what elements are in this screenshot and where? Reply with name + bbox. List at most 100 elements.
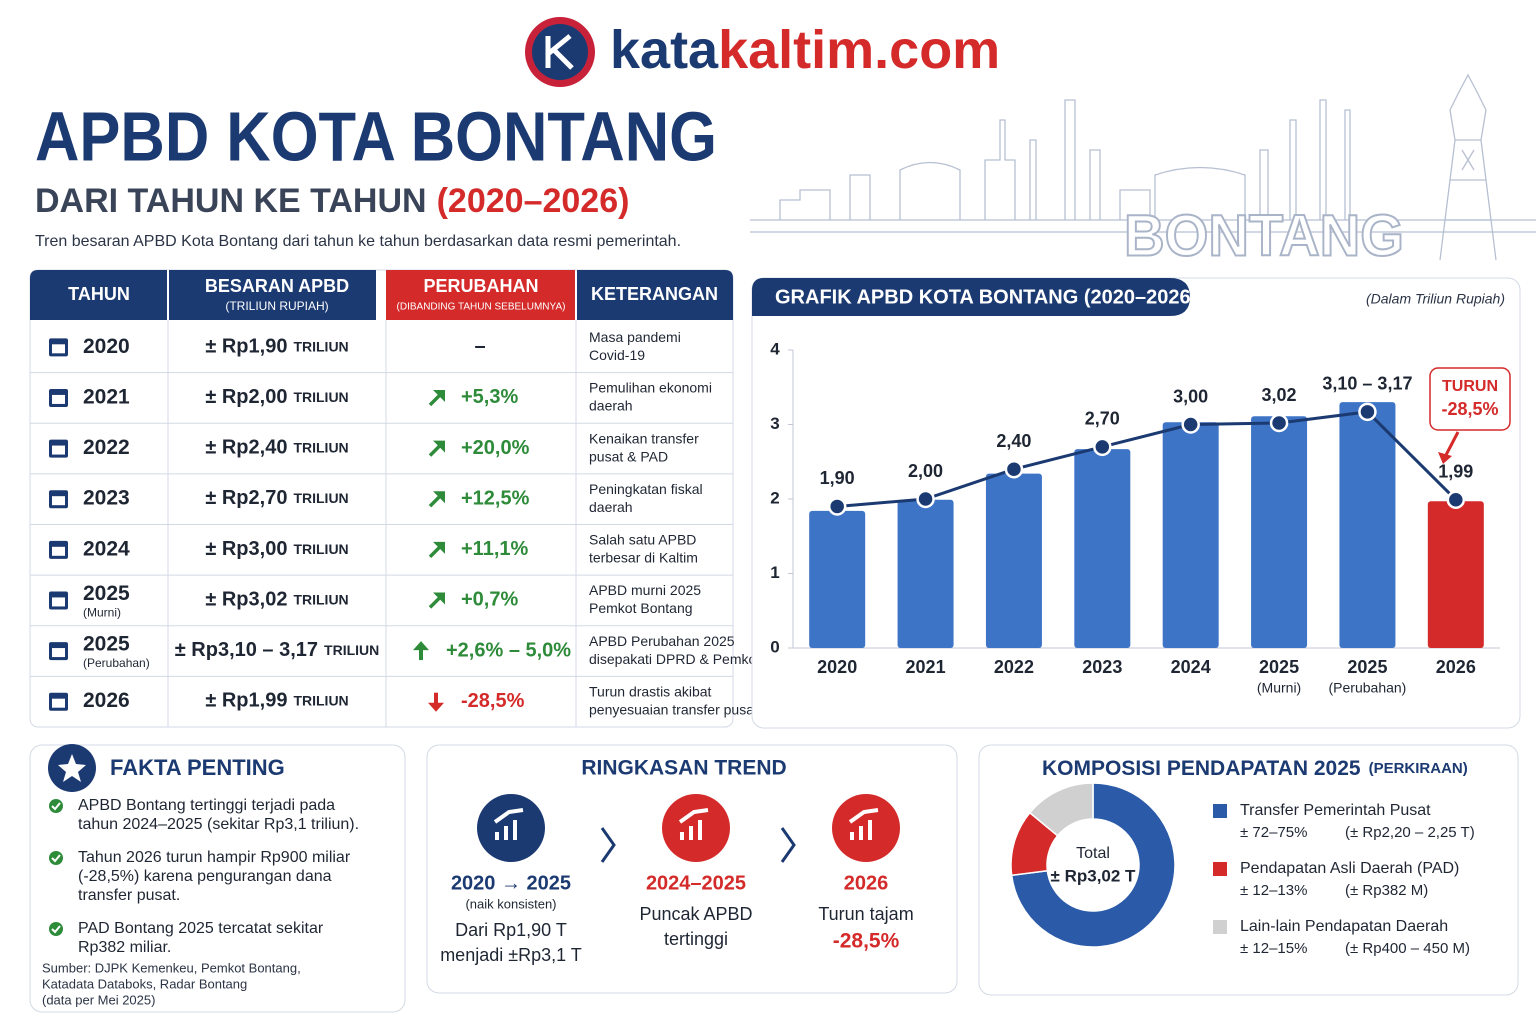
note: Pemulihan ekonomi — [589, 380, 712, 396]
calendar-face — [52, 496, 65, 506]
fact-text: (-28,5%) karena pengurangan dana — [78, 868, 332, 885]
amount: ± Rp3,02 TRILIUN — [205, 589, 348, 611]
amount-unit: TRILIUN — [293, 692, 348, 708]
chart-title-bg — [752, 278, 1190, 316]
column-sub: (DIBANDING TAHUN SEBELUMNYA) — [397, 302, 566, 313]
note: daerah — [589, 398, 633, 414]
fact-text: tahun 2024–2025 (sekitar Rp3,1 triliun). — [78, 816, 359, 833]
trend-panel — [426, 744, 958, 994]
amount: ± Rp1,90 TRILIUN — [205, 336, 348, 358]
amount-unit: TRILIUN — [293, 389, 348, 405]
x-tick-label: 2025 — [1259, 657, 1299, 677]
year: 2023 — [83, 487, 130, 510]
table-header-change — [386, 270, 575, 320]
trend-icon-glyph — [848, 808, 879, 840]
year: 2026 — [83, 689, 130, 712]
trend-icon-glyph — [678, 808, 709, 840]
trend-arrow-head — [413, 641, 429, 651]
legend-swatch — [1213, 920, 1227, 934]
amount-unit: TRILIUN — [293, 490, 348, 506]
change: +12,5% — [461, 487, 530, 509]
trend-period: 2020 → 2025 — [451, 872, 571, 894]
fact-text: Tahun 2026 turun hampir Rp900 miliar — [78, 849, 351, 866]
check-mark — [51, 854, 61, 863]
bar — [809, 510, 866, 648]
facts-title: FAKTA PENTING — [110, 755, 285, 780]
line-point — [1446, 490, 1466, 509]
facts-panel — [29, 744, 406, 1013]
column-label: KETERANGAN — [591, 284, 718, 304]
donut-chart: Transfer Pemerintah Pusat ± 72–75% (± Rp2,… — [1010, 782, 1475, 957]
note: disepakati DPRD & Pemkot — [589, 651, 760, 667]
pie-title: KOMPOSISI PENDAPATAN 2025 — [1042, 757, 1361, 780]
y-tick-label: 3 — [770, 414, 779, 433]
trend-text: tertinggi — [664, 929, 728, 949]
trend-arrow-head — [433, 389, 445, 402]
data-label: 2,70 — [1085, 409, 1120, 429]
donut-slice — [1028, 782, 1094, 837]
table-header — [30, 270, 376, 320]
description: Tren besaran APBD Kota Bontang dari tahu… — [35, 233, 681, 250]
calendar-face — [52, 698, 65, 708]
y-tick-label: 4 — [770, 339, 780, 358]
x-tick-label: 2025 — [1347, 657, 1387, 677]
year: 2025 — [83, 633, 130, 656]
note: Turun drastis akibat — [589, 683, 712, 699]
trend-arrow — [428, 494, 442, 508]
trend-period: 2026 — [844, 872, 889, 894]
year: 2020 — [83, 335, 130, 358]
note: Kenaikan transfer — [589, 430, 699, 446]
page-title: APBD KOTA BONTANG — [35, 97, 717, 175]
line-point — [1358, 402, 1377, 422]
line-point — [1181, 415, 1200, 434]
calendar-face — [52, 344, 65, 354]
amount: ± Rp1,99 TRILIUN — [205, 690, 348, 712]
amount: ± Rp3,10 – 3,17 TRILIUN — [175, 639, 380, 661]
legend-share: ± 72–75% — [1240, 824, 1307, 841]
table: TAHUN BESARAN APBD (TRILIUN RUPIAH) PERUBAH… — [30, 276, 760, 727]
subtitle: DARI TAHUN KE TAHUN — [35, 182, 427, 220]
facts-list: APBD Bontang tertinggi terjadi pada tahun… — [42, 797, 359, 1007]
data-label: 3,00 — [1173, 386, 1208, 406]
x-tick-label: 2021 — [906, 657, 946, 677]
trend-arrow-head — [433, 541, 445, 554]
chart-title: GRAFIK APBD KOTA BONTANG (2020–2026) — [775, 286, 1197, 308]
line-point — [916, 489, 935, 509]
bar — [1339, 402, 1396, 648]
legend-swatch — [1213, 862, 1227, 876]
data-label: 2,40 — [996, 431, 1031, 451]
x-tick-note: (Murni) — [1257, 680, 1301, 696]
change: +11,1% — [461, 538, 529, 560]
y-tick-label: 1 — [770, 563, 779, 582]
table-frame — [29, 269, 734, 728]
legend-label: Transfer Pemerintah Pusat — [1240, 802, 1431, 819]
source: Katadata Databoks, Radar Bontang — [42, 976, 247, 991]
line — [837, 410, 1457, 508]
trend-text: menjadi ±Rp3,1 T — [440, 945, 582, 965]
chart-unit-note: (Dalam Triliun Rupiah) — [1366, 291, 1505, 307]
check-mark — [51, 802, 61, 811]
bar — [1251, 416, 1308, 648]
calendar-face — [52, 597, 65, 607]
legend-amount: (± Rp2,20 – 2,25 T) — [1345, 824, 1475, 841]
change: -28,5% — [461, 690, 525, 712]
trend-sub: (naik konsisten) — [465, 896, 556, 911]
x-tick-label: 2023 — [1082, 657, 1122, 677]
bar — [1074, 449, 1131, 648]
trend-arrow — [428, 545, 442, 559]
callout-title: TURUN — [1442, 378, 1498, 395]
trend-icon — [662, 794, 730, 862]
subtitle-years: (2020–2026) — [437, 182, 630, 220]
skyline-label: BONTANG — [1124, 203, 1404, 268]
data-label: 2,00 — [908, 461, 943, 481]
bar — [1162, 422, 1219, 648]
logo-inner — [532, 24, 588, 80]
line-point — [1269, 413, 1289, 433]
amount-value: ± Rp1,99 — [205, 690, 287, 712]
note: pusat & PAD — [589, 448, 668, 464]
callout-text: -28,5% — [1441, 399, 1498, 419]
amount: ± Rp3,00 TRILIUN — [205, 538, 348, 560]
donut-center-label: Total — [1076, 845, 1110, 862]
calendar-face — [52, 445, 65, 455]
legend-label: Lain-lain Pendapatan Daerah — [1240, 918, 1448, 935]
